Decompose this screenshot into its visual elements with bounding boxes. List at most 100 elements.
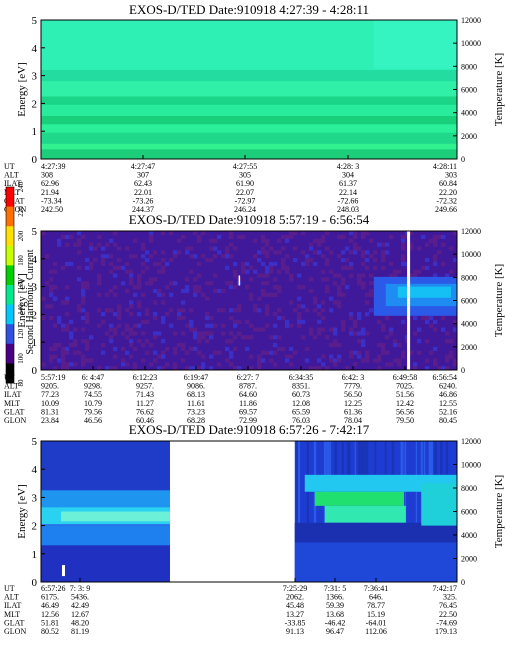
orbit-value: 42.49 <box>71 601 89 610</box>
orbit-row-label: MLT <box>4 610 20 619</box>
y2-tick-label: 0 <box>461 578 465 587</box>
orbit-value: 77.23 <box>41 390 59 399</box>
orbit-value: 308 <box>41 171 53 180</box>
orbit-value: 80.45 <box>439 416 457 425</box>
orbit-row-label: ILAT <box>4 179 21 188</box>
orbit-value: 10.09 <box>41 399 59 408</box>
orbit-row-label: GLAT <box>4 618 25 627</box>
colorbar-segment <box>6 363 14 384</box>
y2-axis-label: Temperature [K] <box>493 264 505 337</box>
chart-title: EXOS-D/TED Date:910918 4:27:39 - 4:28:11 <box>129 2 369 17</box>
orbit-value: 22.20 <box>439 188 457 197</box>
orbit-value: 246.24 <box>234 205 256 214</box>
orbit-value: -33.85 <box>285 618 306 627</box>
orbit-value: 61.90 <box>236 179 254 188</box>
orbit-value: 305 <box>239 171 251 180</box>
y-tick-label: 3 <box>32 71 38 83</box>
y-tick-label: 5 <box>32 436 38 448</box>
y2-tick-label: 0 <box>461 366 465 375</box>
y2-tick-label: 4000 <box>461 109 477 118</box>
y2-tick-label: 6000 <box>461 297 477 306</box>
orbit-value: 73.23 <box>187 407 205 416</box>
y2-tick-label: 0 <box>461 155 465 164</box>
orbit-value: 69.57 <box>239 407 257 416</box>
orbit-row-label: MLT <box>4 399 20 408</box>
colorbar-segment <box>6 265 14 286</box>
orbit-value: 96.47 <box>326 627 344 636</box>
y2-tick-label: 12000 <box>461 227 481 236</box>
orbit-value: 9298. <box>84 382 102 391</box>
orbit-value: 4:27:55 <box>233 162 257 171</box>
orbit-value: -73.26 <box>133 196 154 205</box>
orbit-value: 12.67 <box>71 610 89 619</box>
y-tick-label: 5 <box>32 226 38 238</box>
orbit-value: -72.97 <box>235 196 256 205</box>
colorbar-segment <box>6 304 14 325</box>
y2-axis-label: Temperature [K] <box>493 475 505 548</box>
colorbar-tick-label: 120 <box>17 328 25 339</box>
orbit-value: 4:28: 3 <box>337 162 359 171</box>
orbit-value: 5:57:19 <box>41 373 65 382</box>
y2-tick-label: 12000 <box>461 437 481 446</box>
y-tick-label: 1 <box>32 126 38 138</box>
orbit-value: 10.79 <box>84 399 102 408</box>
orbit-value: -64.01 <box>366 618 387 627</box>
orbit-value: 80.52 <box>41 627 59 636</box>
colorbar-segment <box>6 206 14 227</box>
orbit-value: 6:57:26 <box>41 584 65 593</box>
y2-tick-label: 10000 <box>461 461 481 470</box>
orbit-row-label: ALT <box>4 171 19 180</box>
orbit-value: 304 <box>342 171 354 180</box>
orbit-value: 6:49:58 <box>393 373 417 382</box>
y-tick-label: 1 <box>32 549 38 561</box>
colorbar-label: Second Harmonic Current <box>25 249 36 354</box>
colorbar-segment <box>6 324 14 345</box>
y2-tick-label: 6000 <box>461 508 477 517</box>
orbit-value: 12.08 <box>292 399 310 408</box>
orbit-value: 22.01 <box>134 188 152 197</box>
orbit-row-label: GLON <box>4 416 26 425</box>
orbit-value: 78.04 <box>344 416 362 425</box>
colorbar-segment <box>6 187 14 207</box>
chart-title: EXOS-D/TED Date:910918 6:57:26 - 7:42:17 <box>129 422 370 437</box>
orbit-value: 79.50 <box>396 416 414 425</box>
orbit-value: 52.16 <box>439 407 457 416</box>
colorbar-tick-label: 200 <box>17 230 25 241</box>
colorbar-segment <box>6 285 14 305</box>
orbit-value: 6:42: 3 <box>342 373 364 382</box>
colorbar-segment <box>6 226 14 247</box>
y-tick-label: 4 <box>32 43 38 55</box>
orbit-value: 61.37 <box>339 179 357 188</box>
orbit-value: 7:31: 5 <box>324 584 346 593</box>
orbit-value: 74.55 <box>84 390 102 399</box>
orbit-row-label: ILAT <box>4 390 21 399</box>
orbit-row-label: ILAT <box>4 601 21 610</box>
orbit-value: 7779. <box>344 382 362 391</box>
orbit-value: 8351. <box>292 382 310 391</box>
orbit-value: 2062. <box>286 593 304 602</box>
orbit-value: 60.84 <box>439 179 457 188</box>
orbit-value: 325. <box>443 593 457 602</box>
orbit-value: 81.19 <box>71 627 89 636</box>
orbit-value: -72.66 <box>338 196 359 205</box>
orbit-value: -72.32 <box>436 196 457 205</box>
orbit-value: 179.13 <box>435 627 457 636</box>
orbit-value: 12.25 <box>344 399 362 408</box>
y2-tick-label: 12000 <box>461 16 481 25</box>
orbit-value: 244.37 <box>132 205 154 214</box>
orbit-value: 76.45 <box>439 601 457 610</box>
orbit-value: 6:34:35 <box>289 373 313 382</box>
panel-1: EXOS-D/TED Date:910918 4:27:39 - 4:28:11… <box>4 2 505 214</box>
spectrogram <box>41 441 457 582</box>
orbit-value: 46.56 <box>84 416 102 425</box>
orbit-value: -73.34 <box>41 196 62 205</box>
orbit-value: 112.06 <box>365 627 387 636</box>
y-tick-label: 4 <box>32 464 38 476</box>
orbit-value: 1366. <box>326 593 344 602</box>
y-tick-label: 4 <box>32 254 38 266</box>
orbit-row-label: GLON <box>4 205 26 214</box>
orbit-value: 22.50 <box>439 610 457 619</box>
y-axis-label: Energy [eV] <box>16 484 28 538</box>
y2-tick-label: 2000 <box>461 343 477 352</box>
